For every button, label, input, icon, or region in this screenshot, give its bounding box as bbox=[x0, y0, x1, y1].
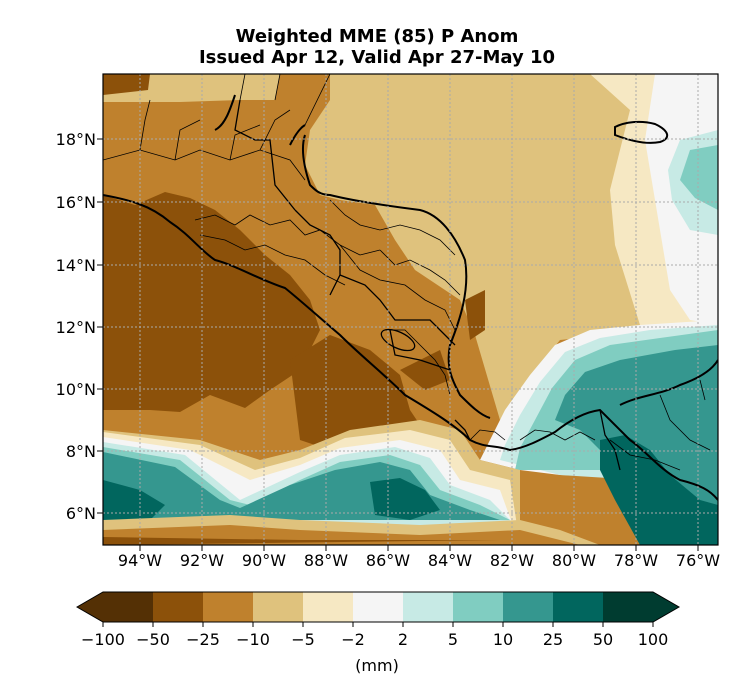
precip-anomaly-map bbox=[103, 74, 718, 545]
colorbar-swatch-4 bbox=[303, 592, 353, 622]
country-borders bbox=[234, 99, 621, 471]
map-title: Weighted MME (85) P Anom Issued Apr 12, … bbox=[0, 26, 754, 68]
lat-label-10n: 10°N bbox=[56, 380, 96, 399]
latitude-labels: 18°N 16°N 14°N 12°N 10°N 8°N 6°N bbox=[56, 130, 96, 523]
lon-label-88w: 88°W bbox=[304, 551, 348, 570]
lat-label-14n: 14°N bbox=[56, 256, 96, 275]
coastline-colombia bbox=[619, 359, 718, 406]
longitude-labels: 94°W 92°W 90°W 88°W 86°W 84°W 82°W 80°W … bbox=[118, 551, 720, 570]
colorbar-label-6: −2 bbox=[341, 630, 365, 649]
lon-label-82w: 82°W bbox=[490, 551, 534, 570]
fill-minus50-c bbox=[290, 335, 420, 450]
colorbar-swatch-6 bbox=[403, 592, 453, 622]
colorbar-label-5: −5 bbox=[291, 630, 315, 649]
lat-label-18n: 18°N bbox=[56, 130, 96, 149]
colorbar-swatch-3 bbox=[253, 592, 303, 622]
colorbar-label-10: 25 bbox=[543, 630, 563, 649]
fill-minus50-nicaragua bbox=[400, 350, 450, 390]
lake-nicaragua bbox=[380, 328, 416, 352]
colorbar-label-11: 50 bbox=[593, 630, 613, 649]
lon-label-92w: 92°W bbox=[180, 551, 224, 570]
lon-label-78w: 78°W bbox=[614, 551, 658, 570]
fill-plus5-e bbox=[680, 145, 718, 210]
lon-label-76w: 76°W bbox=[676, 551, 720, 570]
admin-borders bbox=[103, 74, 711, 471]
fill-minus50-w bbox=[103, 192, 320, 412]
colorbar-swatch-7 bbox=[453, 592, 503, 622]
lon-label-84w: 84°W bbox=[428, 551, 472, 570]
colorbar-swatch-5 bbox=[353, 592, 403, 622]
lat-label-12n: 12°N bbox=[56, 318, 96, 337]
map-frame bbox=[102, 73, 719, 546]
colorbar-label-4: −10 bbox=[236, 630, 270, 649]
colorbar-tick-marks bbox=[102, 622, 654, 627]
colorbar-extend-low bbox=[77, 592, 153, 622]
colorbar-swatch-9 bbox=[553, 592, 603, 622]
lon-label-90w: 90°W bbox=[242, 551, 286, 570]
colorbar: −100 −50 −25 −10 −5 −2 2 5 10 25 50 100 … bbox=[75, 591, 681, 675]
colorbar-extend-high bbox=[603, 592, 679, 622]
lat-label-8n: 8°N bbox=[66, 442, 96, 461]
coastline-mainland bbox=[103, 94, 718, 501]
coastline-jamaica bbox=[614, 120, 669, 144]
fill-plus25-se bbox=[600, 435, 718, 545]
lon-label-94w: 94°W bbox=[118, 551, 162, 570]
lat-label-16n: 16°N bbox=[56, 193, 96, 212]
title-line-2: Issued Apr 12, Valid Apr 27-May 10 bbox=[198, 47, 556, 68]
colorbar-label-2: −50 bbox=[136, 630, 170, 649]
colorbar-unit-label: (mm) bbox=[355, 656, 399, 675]
fill-plus25-sw bbox=[103, 480, 165, 522]
lat-label-6n: 6°N bbox=[66, 504, 96, 523]
colorbar-label-8: 5 bbox=[448, 630, 458, 649]
lon-label-86w: 86°W bbox=[366, 551, 410, 570]
colorbar-label-12: 100 bbox=[638, 630, 669, 649]
title-line-1: Weighted MME (85) P Anom bbox=[235, 26, 519, 47]
colorbar-label-9: 10 bbox=[493, 630, 513, 649]
axis-tick-marks bbox=[97, 138, 699, 551]
colorbar-label-7: 2 bbox=[398, 630, 408, 649]
colorbar-label-1: −100 bbox=[81, 630, 125, 649]
fill-minus50-nw bbox=[103, 74, 150, 95]
colorbar-swatch-2 bbox=[203, 592, 253, 622]
fill-plus25-sc bbox=[370, 478, 440, 520]
lon-label-80w: 80°W bbox=[552, 551, 596, 570]
colorbar-swatch-8 bbox=[503, 592, 553, 622]
colorbar-label-3: −25 bbox=[186, 630, 220, 649]
gridlines bbox=[103, 74, 718, 545]
colorbar-swatch-1 bbox=[153, 592, 203, 622]
